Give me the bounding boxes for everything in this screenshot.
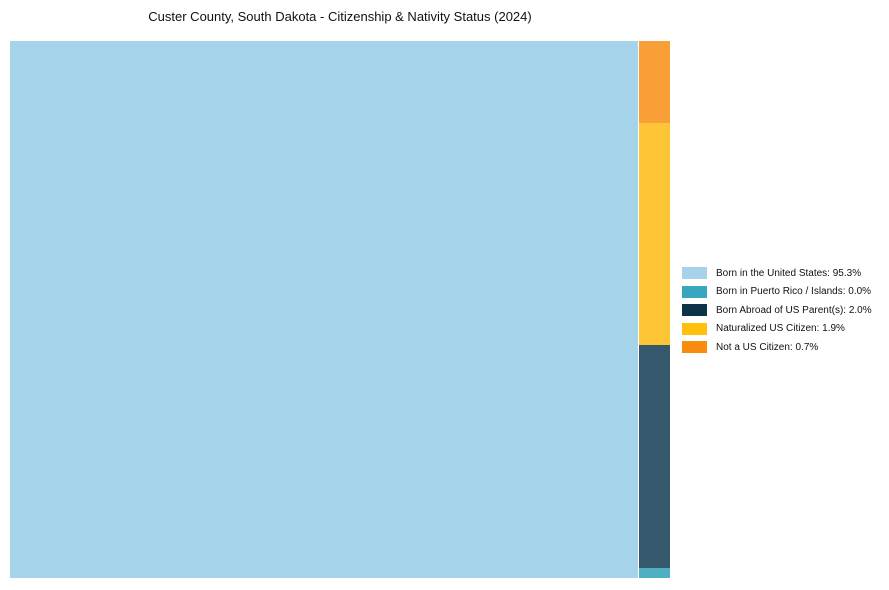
legend: Born in the United States: 95.3% Born in… bbox=[682, 264, 872, 357]
chart-title: Custer County, South Dakota - Citizenshi… bbox=[148, 9, 532, 24]
legend-swatch bbox=[682, 304, 707, 317]
legend-swatch bbox=[682, 322, 707, 335]
legend-item: Born in Puerto Rico / Islands: 0.0% bbox=[682, 283, 872, 302]
treemap-plot bbox=[10, 41, 670, 578]
treemap-segment-born-in-puerto-rico-islands bbox=[639, 568, 670, 578]
legend-item: Not a US Citizen: 0.7% bbox=[682, 338, 872, 357]
legend-swatch bbox=[682, 341, 707, 354]
legend-item: Born Abroad of US Parent(s): 2.0% bbox=[682, 301, 872, 320]
legend-label: Naturalized US Citizen: 1.9% bbox=[716, 323, 845, 335]
treemap-segment-not-a-us-citizen bbox=[639, 41, 670, 123]
legend-item: Born in the United States: 95.3% bbox=[682, 264, 872, 283]
treemap-segment-naturalized-us-citizen bbox=[639, 123, 670, 345]
legend-swatch bbox=[682, 285, 707, 298]
treemap-segment-born-in-the-united-states bbox=[10, 41, 638, 578]
treemap-segment-born-abroad-of-us-parent-s bbox=[639, 345, 670, 568]
legend-label: Born in Puerto Rico / Islands: 0.0% bbox=[716, 286, 872, 298]
legend-item: Naturalized US Citizen: 1.9% bbox=[682, 320, 872, 339]
legend-label: Born in the United States: 95.3% bbox=[716, 267, 862, 279]
legend-swatch bbox=[682, 267, 707, 280]
legend-label: Born Abroad of US Parent(s): 2.0% bbox=[716, 304, 872, 316]
legend-label: Not a US Citizen: 0.7% bbox=[716, 341, 819, 353]
